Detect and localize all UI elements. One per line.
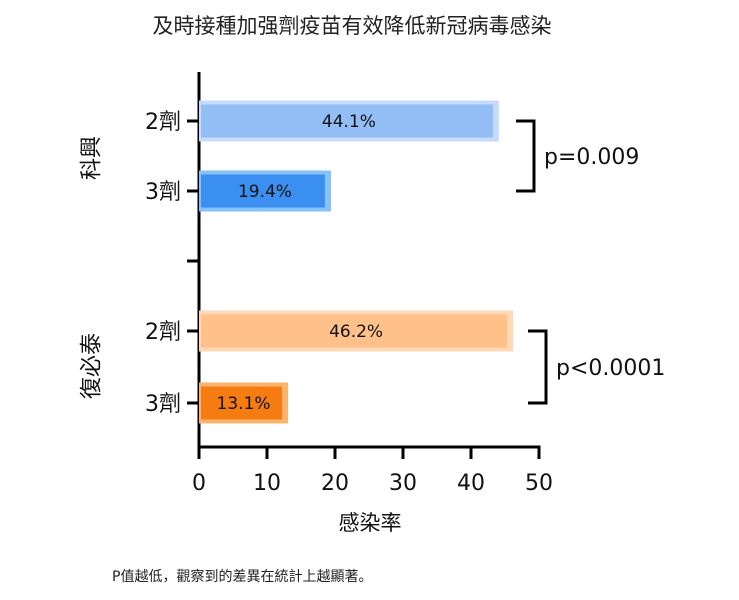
- y-tick-label: 3劑: [145, 180, 181, 205]
- group-label: 復必泰: [80, 333, 105, 399]
- bar: [201, 104, 493, 138]
- bar: [201, 314, 508, 348]
- bars: [199, 100, 514, 424]
- x-tick-label: 0: [192, 471, 206, 496]
- significance-bracket: [528, 329, 548, 405]
- x-tick-label: 30: [389, 471, 417, 496]
- bar: [201, 174, 325, 208]
- p-value-label: p=0.009: [544, 145, 639, 170]
- y-tick-label: 2劑: [145, 110, 181, 135]
- bar-value-label: 46.2%: [329, 322, 383, 342]
- y-tick-label: 3劑: [145, 392, 181, 417]
- labels: 科興 44.1% 2劑 19.4% 3劑 p=0.009 復必泰 46.2% 2劑 13.1% 3劑…: [80, 110, 666, 417]
- significance-bracket: [516, 119, 536, 193]
- chart-title: 及時接種加强劑疫苗有效降低新冠病毒感染: [153, 14, 552, 38]
- x-tick-label: 50: [525, 471, 553, 496]
- footnote: P值越低，觀察到的差異在統計上越顯著。: [112, 569, 373, 585]
- bar: [201, 386, 283, 420]
- x-tick-label: 10: [253, 471, 281, 496]
- p-value-label: p<0.0001: [556, 356, 665, 381]
- x-tick-label: 40: [457, 471, 485, 496]
- bar-value-label: 13.1%: [217, 394, 271, 414]
- bar-value-label: 44.1%: [322, 112, 376, 132]
- bar-value-label: 19.4%: [238, 182, 292, 202]
- group-label: 科興: [80, 136, 105, 180]
- y-tick-label: 2劑: [145, 320, 181, 345]
- x-tick-label: 20: [321, 471, 349, 496]
- x-axis-label: 感染率: [339, 511, 402, 535]
- axes: 0 10 20 30 40 50: [187, 72, 553, 496]
